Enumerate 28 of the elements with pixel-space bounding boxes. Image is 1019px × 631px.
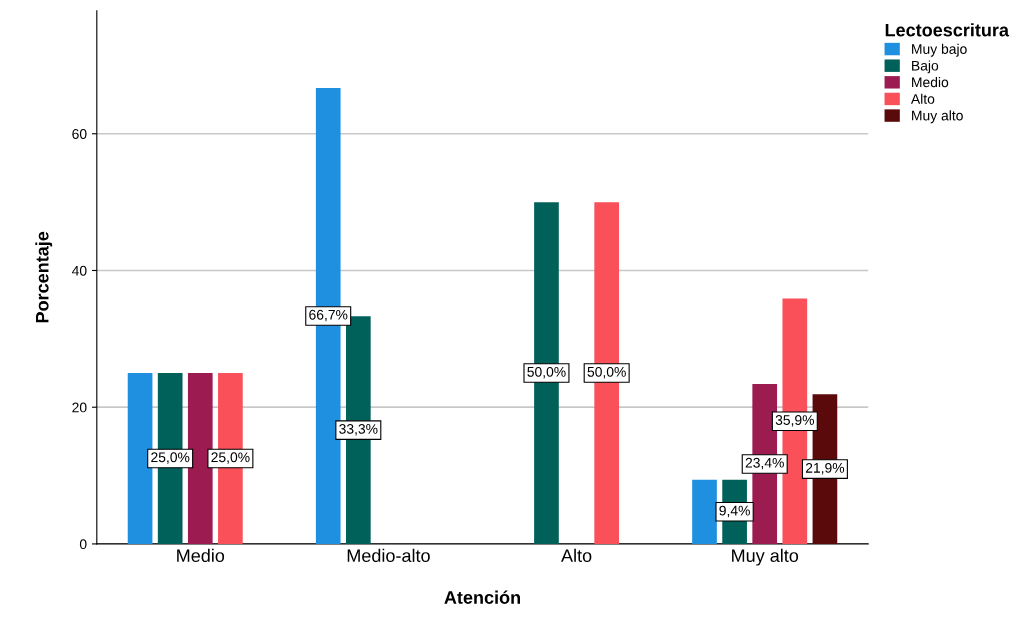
y-tick-label: 40 <box>71 265 87 276</box>
legend-label: Medio <box>912 77 949 88</box>
x-tick-label: Muy alto <box>732 548 799 566</box>
data-label: 50,0% <box>527 366 566 379</box>
data-label: 25,0% <box>151 452 190 464</box>
bar <box>692 479 717 544</box>
data-label: 21,9% <box>805 462 845 475</box>
legend-label: Muy alto <box>912 110 963 124</box>
data-label: 23,4% <box>745 457 784 470</box>
bar <box>127 373 153 544</box>
data-label: 9,4% <box>719 505 750 518</box>
y-tick-label: 0 <box>79 539 87 550</box>
y-axis-title: Porcentaje <box>35 231 53 323</box>
x-tick-label: Medio-alto <box>347 548 430 563</box>
x-tick-label: Alto <box>561 548 592 563</box>
x-tick-label: Medio <box>177 548 225 563</box>
legend-label: Bajo <box>912 60 939 74</box>
legend-label: Alto <box>910 93 935 104</box>
legend-label: Muy bajo <box>912 43 967 57</box>
x-axis-title: Atención <box>444 590 520 604</box>
data-label: 25,0% <box>211 452 250 464</box>
data-label: 50,0% <box>587 366 626 379</box>
data-label: 66,7% <box>309 309 348 322</box>
y-tick-label: 60 <box>72 129 87 139</box>
data-label: 33,3% <box>339 424 378 436</box>
data-label: 35,9% <box>775 415 815 427</box>
legend-title: Lectoescritura <box>885 23 1010 37</box>
y-tick-label: 20 <box>72 402 87 413</box>
